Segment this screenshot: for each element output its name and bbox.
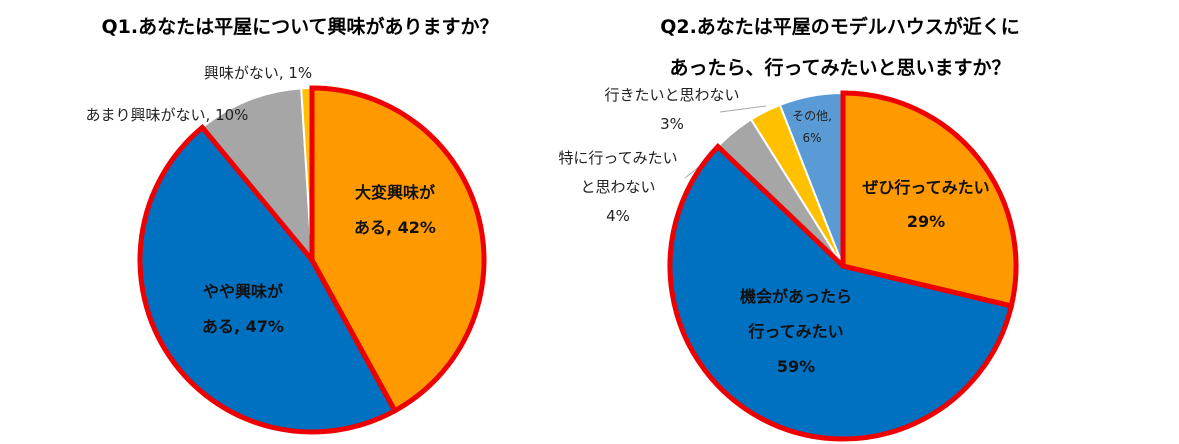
- q1-slice-2: [200, 87, 314, 264]
- q1-label-0: 大変興味がある, 42%: [354, 183, 436, 237]
- chart-q2-title-line2: あったら、行ってみたいと思いますか？: [669, 56, 1010, 79]
- chart-q1: Q1.あなたは平屋について興味がありますか？ 大変興味がある, 42% やや興味が…: [86, 15, 499, 435]
- chart-q2-labels: ぜひ行ってみたい 29% 機会があったら行ってみたい 59% 特に行ってみたいと思わない…: [558, 86, 989, 376]
- q1-label-2: あまり興味がない, 10%: [86, 106, 249, 124]
- chart-q1-title: Q1.あなたは平屋について興味がありますか？: [101, 15, 498, 38]
- chart-q2-title-line1: Q2.あなたは平屋のモデルハウスが近くに: [660, 15, 1020, 38]
- q2-label-2: 特に行ってみたいと思わない 4%: [558, 149, 677, 225]
- q1-label-1: やや興味がある, 47%: [202, 282, 284, 336]
- chart-q1-labels: 大変興味がある, 42% やや興味がある, 47% あまり興味がない, 10% 興味が…: [86, 64, 436, 336]
- chart-q1-slices: [137, 85, 487, 435]
- q2-leader-line-3: [719, 105, 767, 113]
- q2-label-0: ぜひ行ってみたい 29%: [862, 178, 989, 231]
- q2-label-1: 機会があったら行ってみたい 59%: [740, 287, 852, 376]
- q2-label-4: その他, 6%: [792, 109, 832, 145]
- q1-slice-0-highlight: [309, 85, 487, 415]
- q2-label-3: 行きたいと思わない 3%: [604, 86, 739, 133]
- q1-label-3: 興味がない, 1%: [204, 64, 312, 82]
- q2-slice-1-highlight: [667, 143, 1015, 442]
- chart-q2-slices: [667, 90, 1019, 442]
- q1-slice-1-highlight: [137, 123, 399, 435]
- chart-q2: Q2.あなたは平屋のモデルハウスが近くに あったら、行ってみたいと思いますか？ …: [558, 15, 1020, 442]
- q2-slice-0-highlight: [840, 90, 1019, 310]
